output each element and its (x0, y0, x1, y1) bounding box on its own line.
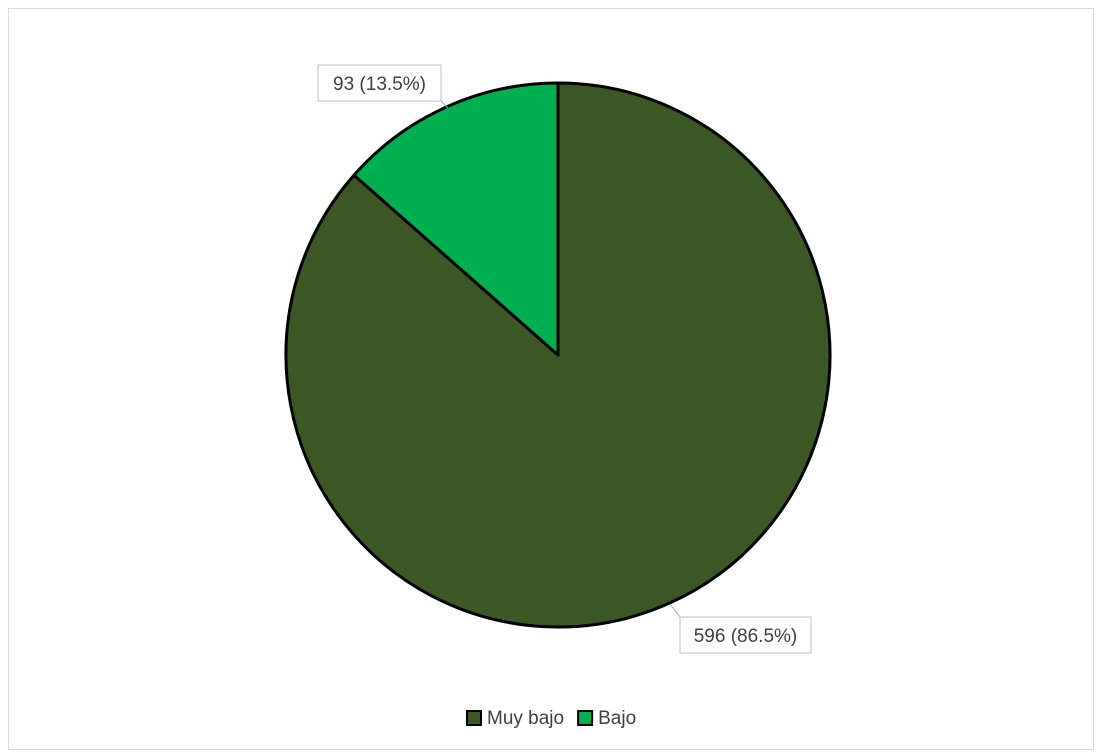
data-label-bajo: 93 (13.5%) (333, 74, 426, 95)
legend-swatch-muy-bajo (466, 710, 482, 726)
legend: Muy bajo Bajo (466, 708, 636, 729)
leader-line-muy-bajo (669, 603, 681, 618)
data-labels: 596 (86.5%) 93 (13.5%) (317, 64, 812, 654)
data-label-muy-bajo: 596 (86.5%) (694, 626, 798, 647)
data-label-box-bajo (317, 64, 442, 102)
legend-label-bajo: Bajo (598, 708, 636, 729)
legend-swatch-bajo (577, 710, 594, 726)
pie-slices (284, 81, 832, 629)
leader-line-bajo (440, 100, 449, 109)
legend-label-muy-bajo: Muy bajo (487, 708, 564, 729)
data-label-box-muy-bajo (679, 616, 812, 654)
pie-slice-bajo (352, 81, 560, 357)
